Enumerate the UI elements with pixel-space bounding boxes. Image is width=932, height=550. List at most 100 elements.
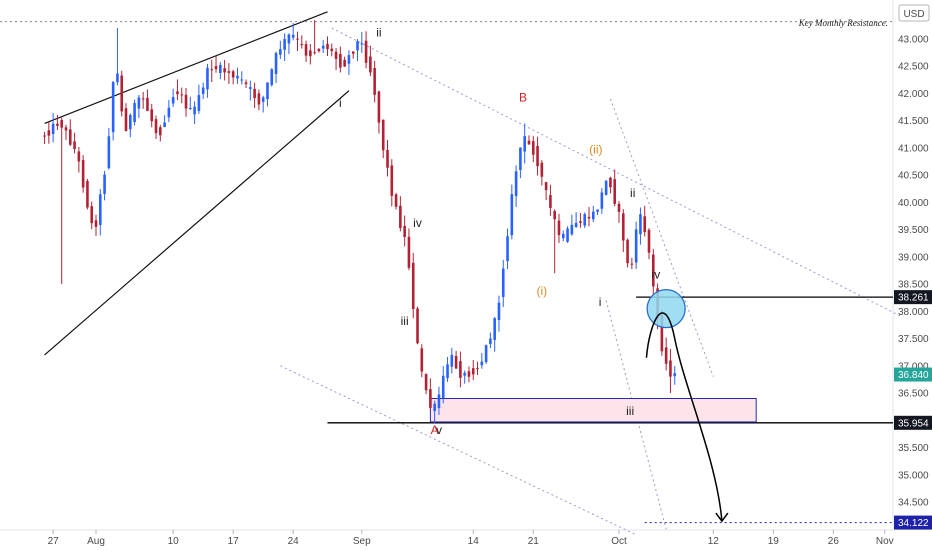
candle-body xyxy=(304,44,308,56)
candle-body xyxy=(536,146,539,167)
candle-body xyxy=(617,203,621,212)
price-tag-box xyxy=(894,290,932,305)
candle-body xyxy=(330,48,334,52)
candle-body xyxy=(514,171,518,197)
candle-body xyxy=(206,67,209,90)
candle-body xyxy=(296,38,299,40)
candle-body xyxy=(244,82,248,85)
support-zone-box xyxy=(429,398,757,423)
price-tick-label: 37.000 xyxy=(898,361,929,372)
price-tick-label: 35.500 xyxy=(898,443,929,454)
projection-arrow xyxy=(645,312,729,523)
price-tick-label: 40.500 xyxy=(898,171,929,182)
wave-label: iv xyxy=(652,268,661,282)
price-tag-label: 35.954 xyxy=(898,418,929,429)
price-tick-label: 35.000 xyxy=(898,470,929,481)
candle-body xyxy=(570,224,574,235)
candle-body xyxy=(411,262,415,310)
candle-body xyxy=(124,108,128,132)
wave-label: iv xyxy=(413,216,422,230)
candle-body xyxy=(334,51,338,59)
candle-body xyxy=(497,302,501,321)
lower-wedge-line xyxy=(44,90,350,356)
candle-body xyxy=(163,122,166,128)
price-tick-label: 34.500 xyxy=(898,498,929,509)
time-tick-label: Oct xyxy=(611,536,627,547)
candle-body xyxy=(60,119,64,128)
candle-body xyxy=(669,360,672,377)
wave-label: (ii) xyxy=(589,142,602,156)
time-tick-label: 10 xyxy=(168,536,180,547)
time-tick-label: 27 xyxy=(48,536,60,547)
candle-body xyxy=(566,228,569,242)
candle-body xyxy=(261,97,265,102)
price-tick-label: 38.000 xyxy=(898,307,929,318)
price-tag-label: 38.261 xyxy=(898,293,929,304)
candle-body xyxy=(493,318,496,340)
candle-body xyxy=(651,254,655,287)
candle-body xyxy=(369,56,372,73)
candle-body xyxy=(68,129,72,145)
wave-label: ii xyxy=(376,25,381,39)
candle-body xyxy=(467,371,471,377)
candle-body xyxy=(604,180,608,195)
candle-body xyxy=(98,194,102,226)
candle-body xyxy=(407,236,411,268)
candle-body xyxy=(527,140,531,145)
wave-label: iii xyxy=(626,404,634,418)
candle-body xyxy=(626,239,629,264)
wave-label: iii xyxy=(401,314,409,328)
candle-body xyxy=(309,50,312,57)
candle-body xyxy=(287,34,291,44)
price-axis[interactable]: 34.50035.00035.50036.00036.50037.00037.5… xyxy=(898,35,929,509)
projection-curve xyxy=(645,312,723,522)
projection-arrowhead xyxy=(715,512,729,523)
candle-body xyxy=(446,364,449,379)
candle-body xyxy=(429,389,432,408)
price-tick-label: 42.000 xyxy=(898,89,929,100)
support-zone xyxy=(429,398,757,423)
upper-wedge-line xyxy=(44,11,328,124)
price-tick-label: 41.500 xyxy=(898,116,929,127)
candle-body xyxy=(201,87,205,94)
candle-body xyxy=(146,97,149,111)
channel-upper-line xyxy=(331,27,903,318)
candle-body xyxy=(394,194,398,207)
candle-body xyxy=(64,127,68,131)
candle-body xyxy=(326,43,329,50)
candle-body xyxy=(120,75,124,112)
candle-body xyxy=(339,53,342,68)
currency-badge[interactable]: USD xyxy=(898,4,930,22)
candle-body xyxy=(561,233,565,239)
price-candles xyxy=(43,19,677,424)
candle-body xyxy=(111,82,115,133)
price-tick-label: 39.500 xyxy=(898,225,929,236)
candle-body xyxy=(531,141,535,155)
candle-body xyxy=(433,403,436,412)
candle-body xyxy=(210,69,214,71)
candle-body xyxy=(634,229,638,263)
price-tag-box xyxy=(894,415,932,430)
candle-body xyxy=(386,149,389,168)
candle-body xyxy=(274,53,278,74)
candle-body xyxy=(377,91,381,123)
candle-body xyxy=(300,44,304,46)
candle-body xyxy=(313,52,316,54)
target-circle-marker xyxy=(646,288,686,329)
candle-body xyxy=(133,103,136,123)
candle-body xyxy=(321,45,325,49)
target-circle xyxy=(646,288,686,329)
candle-body xyxy=(660,315,664,352)
candle-body xyxy=(279,49,282,55)
candle-body xyxy=(257,93,261,105)
key-monthly-resistance-label: Key Monthly Resistance. xyxy=(798,18,888,28)
price-tag-box xyxy=(894,515,932,530)
price-tick-label: 37.500 xyxy=(898,334,929,345)
price-tags: 38.261 36.840 35.954 34.122 xyxy=(894,290,932,530)
candle-body xyxy=(270,69,274,85)
candle-body xyxy=(454,355,458,369)
candle-body xyxy=(184,94,188,109)
candle-body xyxy=(643,216,647,233)
